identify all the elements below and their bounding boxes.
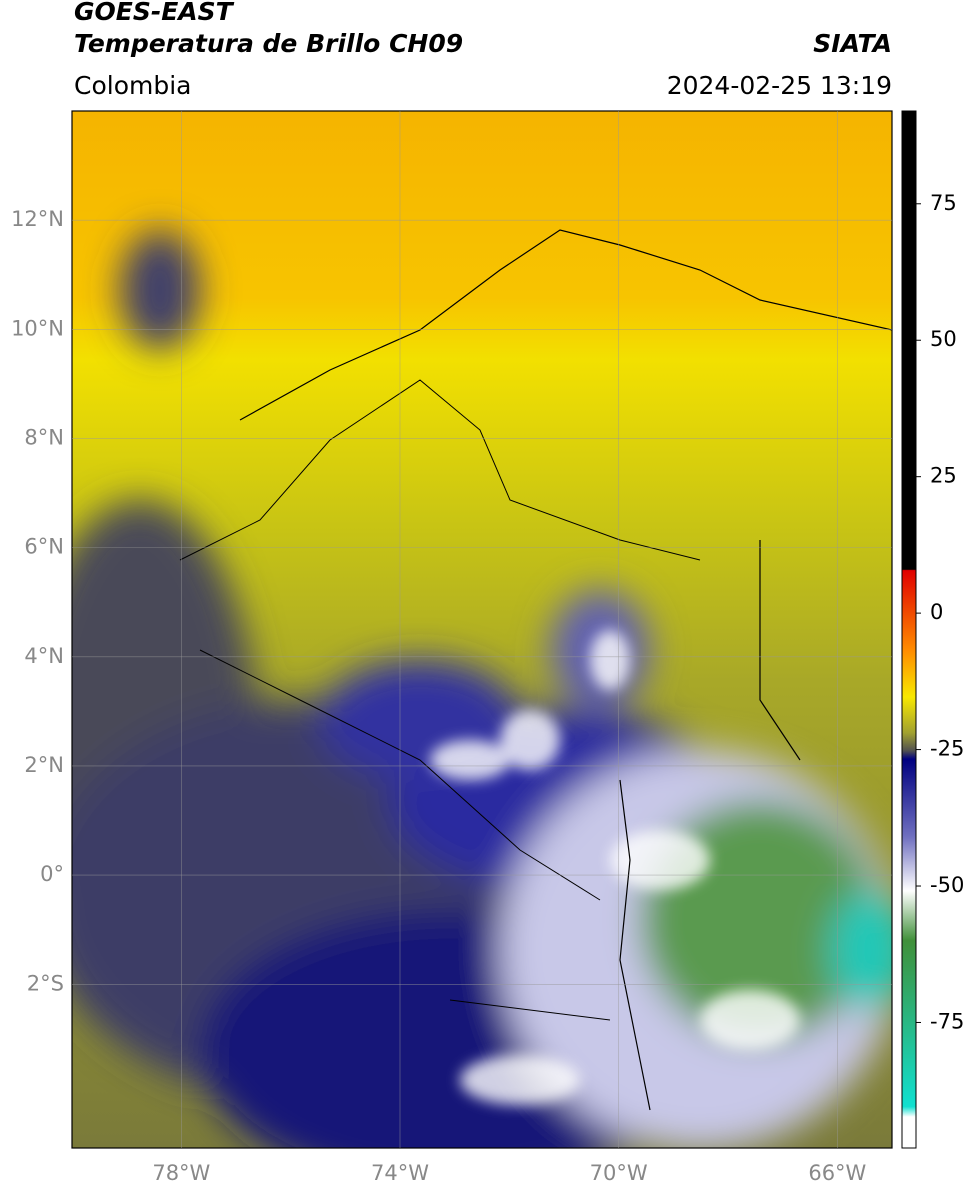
colorbar-tick-label: 25 xyxy=(930,464,957,488)
colorbar-tick-label: 0 xyxy=(930,600,943,624)
y-tick-label: 2°N xyxy=(24,753,64,777)
y-tick-label: 0° xyxy=(40,862,64,886)
region: Colombia xyxy=(74,71,191,100)
x-tick-label: 66°W xyxy=(808,1161,866,1185)
colorbar-tick-label: 75 xyxy=(930,191,957,215)
y-tick-label: 2°S xyxy=(27,971,64,995)
y-tick-label: 8°N xyxy=(24,425,64,449)
x-tick-label: 78°W xyxy=(152,1161,210,1185)
title: GOES-EAST xyxy=(74,0,235,26)
satellite-image xyxy=(72,111,892,1148)
x-tick-label: 70°W xyxy=(590,1161,648,1185)
colorbar xyxy=(901,110,917,1149)
colorbar-tick-label: -75 xyxy=(930,1009,964,1033)
y-tick-label: 10°N xyxy=(11,316,64,340)
colorbar-tick-label: 50 xyxy=(930,327,957,351)
y-tick-label: 4°N xyxy=(24,644,64,668)
colorbar-tick-label: -50 xyxy=(930,873,964,897)
subtitle: Temperatura de Brillo CH09 xyxy=(74,29,463,58)
y-tick-label: 6°N xyxy=(24,535,64,559)
source: SIATA xyxy=(813,29,892,58)
map-frame xyxy=(71,110,893,1149)
colorbar-tick-label: -25 xyxy=(930,737,964,761)
y-tick-label: 12°N xyxy=(11,207,64,231)
x-tick-label: 74°W xyxy=(371,1161,429,1185)
datetime: 2024-02-25 13:19 xyxy=(667,71,892,100)
